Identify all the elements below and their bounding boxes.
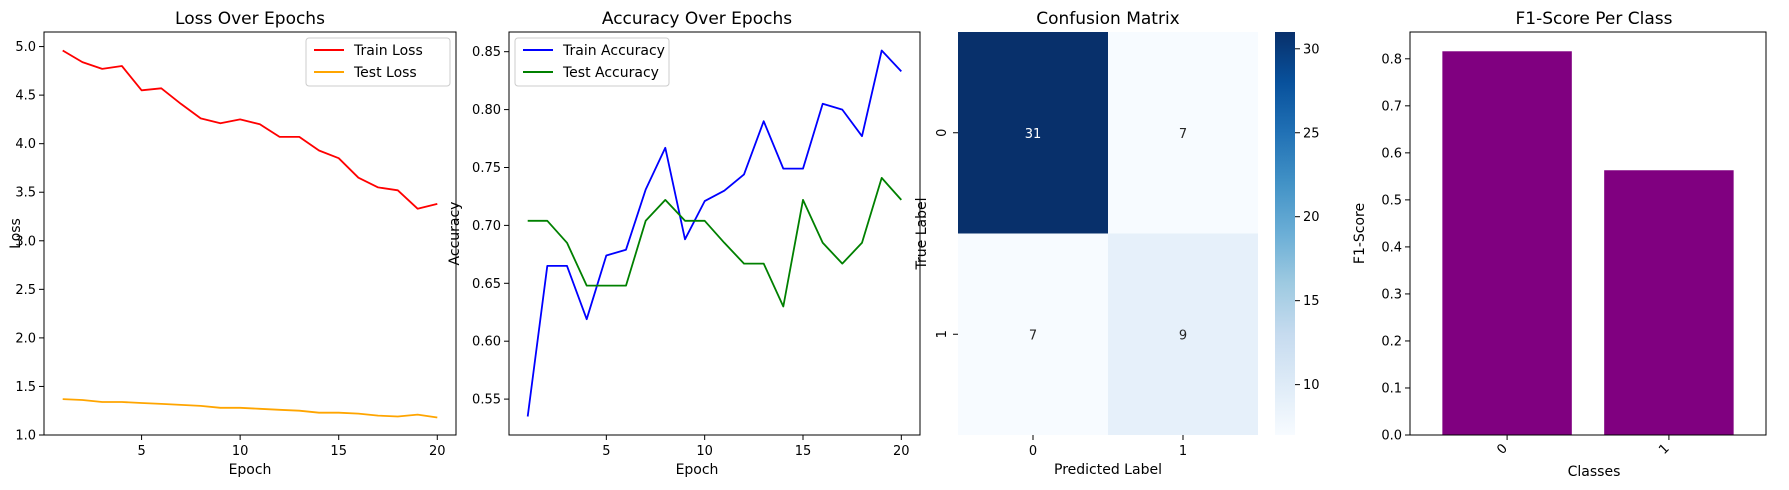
accuracy-chart: Accuracy Over Epochs 5 10 15 20 0.55 0.60 0.65…	[447, 9, 921, 478]
accuracy-ytick-label: 0.80	[472, 103, 501, 118]
f1-ytick-label: 0.4	[1381, 240, 1402, 255]
loss-chart: Loss Over Epochs 5 10 15 20 1.0 1.5 2.0 2.5 3.0 3…	[8, 9, 457, 478]
f1-ytick-label: 0.8	[1381, 52, 1402, 67]
accuracy-xtick-label: 20	[893, 444, 910, 459]
accuracy-ytick-label: 0.75	[472, 161, 501, 176]
loss-chart-title: Loss Over Epochs	[175, 9, 325, 29]
loss-ytick-label: 1.0	[15, 429, 36, 444]
f1-ytick-label: 0.3	[1381, 287, 1402, 302]
confusion-matrix-xlabel: Predicted Label	[1054, 462, 1162, 478]
accuracy-series-test-line	[527, 176, 902, 308]
accuracy-chart-title: Accuracy Over Epochs	[602, 9, 792, 29]
loss-xtick-label: 15	[330, 444, 347, 459]
accuracy-xlabel: Epoch	[676, 462, 719, 478]
colorbar-tick-label: 30	[1303, 42, 1320, 57]
loss-chart-frame	[43, 31, 457, 436]
f1-ytick-label: 0.6	[1381, 146, 1402, 161]
confusion-matrix-cell-value: 7	[1029, 328, 1037, 343]
f1-bar	[1604, 170, 1734, 435]
confusion-matrix-title: Confusion Matrix	[1036, 9, 1180, 29]
loss-xtick-label: 10	[232, 444, 249, 459]
f1-ylabel: F1-Score	[1352, 203, 1368, 264]
loss-series-test-line	[62, 398, 438, 419]
f1-ytick-label: 0.0	[1381, 429, 1402, 444]
loss-ytick-label: 5.0	[15, 40, 36, 55]
confusion-matrix-xtick-label: 0	[1029, 444, 1037, 459]
loss-xtick-label: 5	[137, 444, 145, 459]
loss-legend-train: Train Loss	[353, 43, 423, 59]
loss-ytick-label: 3.0	[15, 234, 36, 249]
loss-xtick-label: 20	[429, 444, 446, 459]
f1-chart-title: F1-Score Per Class	[1516, 9, 1673, 29]
colorbar-tick-label: 20	[1303, 210, 1320, 225]
confusion-matrix-cell-value: 31	[1025, 127, 1042, 142]
loss-ytick-label: 2.0	[15, 331, 36, 346]
loss-ytick-label: 3.5	[15, 186, 36, 201]
loss-ylabel: Loss	[8, 218, 24, 249]
loss-legend: Train Loss Test Loss	[305, 37, 451, 87]
confusion-matrix-cell	[958, 233, 1108, 435]
loss-legend-test: Test Loss	[353, 65, 417, 81]
colorbar	[1275, 32, 1295, 435]
loss-ytick-label: 4.0	[15, 137, 36, 152]
loss-ytick-label: 2.5	[15, 283, 36, 298]
confusion-matrix-cell-value: 7	[1179, 127, 1187, 142]
f1-bar	[1442, 51, 1572, 435]
accuracy-series-train-line	[526, 49, 902, 417]
accuracy-legend-test: Test Accuracy	[562, 65, 659, 81]
loss-ytick-label: 4.5	[15, 89, 36, 104]
confusion-matrix-chart: Confusion Matrix 31 77 9 0 101 Predicted La…	[914, 9, 1320, 478]
accuracy-ytick-label: 0.85	[472, 45, 501, 60]
confusion-matrix-ytick-label: 1	[935, 330, 950, 338]
confusion-matrix-xtick-label: 1	[1179, 444, 1187, 459]
accuracy-ylabel: Accuracy	[447, 202, 463, 266]
accuracy-xtick-label: 15	[795, 444, 812, 459]
f1-chart-frame	[1409, 31, 1767, 436]
accuracy-xtick-label: 5	[602, 444, 610, 459]
f1-ytick-label: 0.7	[1381, 99, 1402, 114]
accuracy-ytick-label: 0.55	[472, 393, 501, 408]
loss-ytick-label: 1.5	[15, 380, 36, 395]
f1-ytick-label: 0.2	[1381, 334, 1402, 349]
accuracy-ytick-label: 0.60	[472, 335, 501, 350]
confusion-matrix-ytick-label: 0	[935, 129, 950, 137]
colorbar-tick-label: 15	[1303, 294, 1320, 309]
colorbar-tick-label: 10	[1303, 378, 1320, 393]
f1-ytick-label: 0.1	[1381, 381, 1402, 396]
f1-ytick-label: 0.5	[1381, 193, 1402, 208]
accuracy-legend-box	[514, 37, 670, 87]
confusion-matrix-cell	[1108, 32, 1258, 234]
confusion-matrix-cell-value: 9	[1179, 328, 1187, 343]
accuracy-ytick-label: 0.65	[472, 277, 501, 292]
accuracy-xtick-label: 10	[696, 444, 713, 459]
f1-xlabel: Classes	[1568, 464, 1621, 480]
confusion-matrix-cell	[958, 32, 1108, 234]
accuracy-legend: Train Accuracy Test Accuracy	[514, 37, 670, 87]
loss-xlabel: Epoch	[229, 462, 272, 478]
confusion-matrix-ylabel: True Label	[914, 198, 930, 271]
accuracy-legend-train: Train Accuracy	[562, 43, 665, 59]
accuracy-ytick-label: 0.70	[472, 219, 501, 234]
colorbar-tick-label: 25	[1303, 126, 1320, 141]
loss-series-train-line	[62, 49, 438, 210]
confusion-matrix-cell	[1108, 233, 1258, 435]
f1-chart: F1-Score Per Class 0 10.00.10.20.30.40.50…	[1352, 9, 1767, 480]
accuracy-chart-frame	[508, 31, 921, 436]
